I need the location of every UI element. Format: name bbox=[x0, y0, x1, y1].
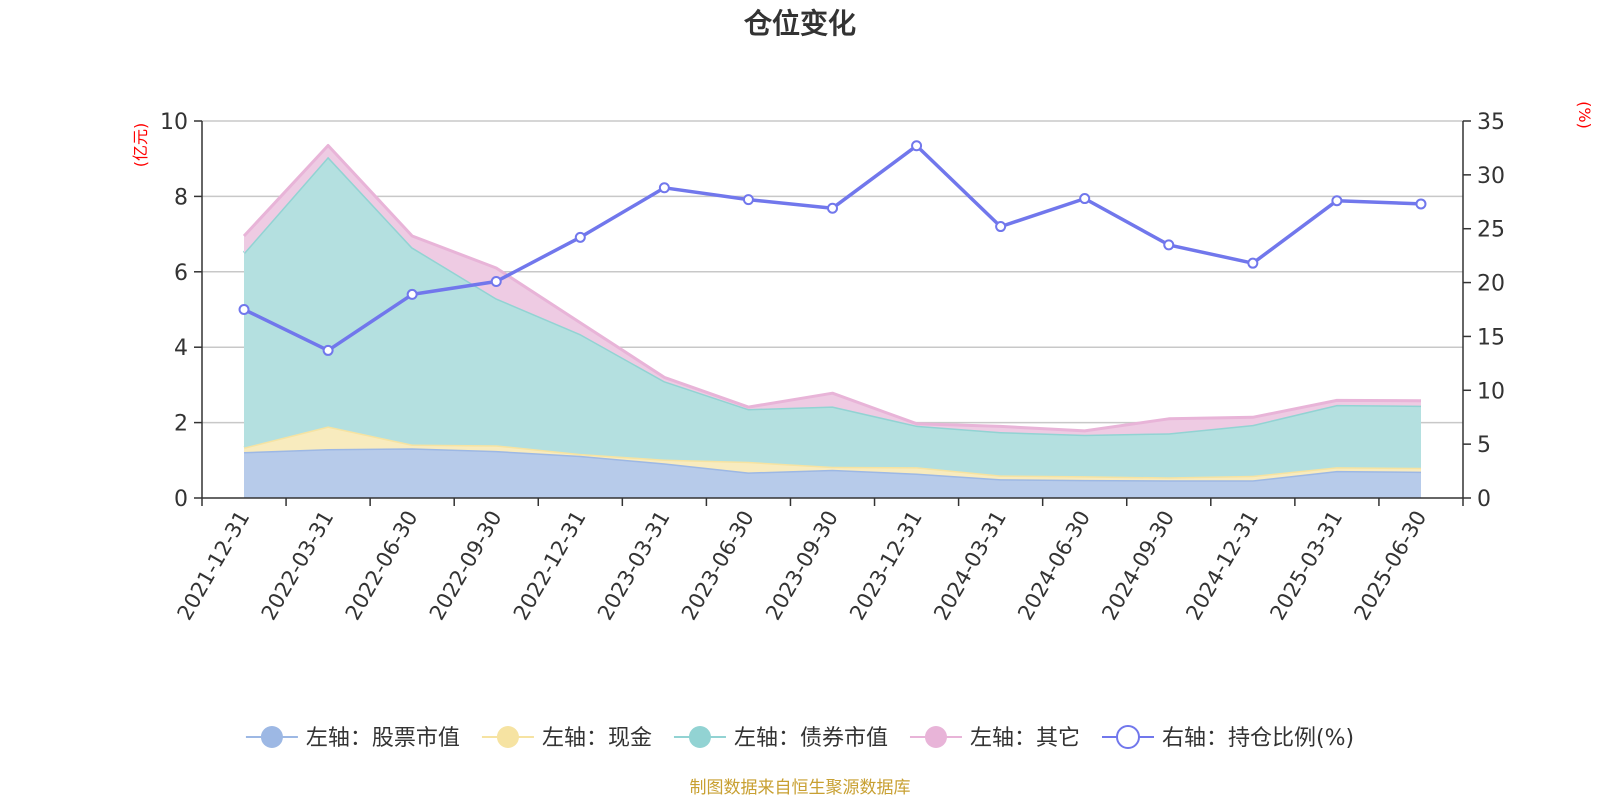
holding-ratio-point bbox=[406, 288, 418, 300]
legend-item: 左轴：其它 bbox=[909, 726, 1080, 751]
holding-ratio-line bbox=[238, 140, 1427, 356]
holding-ratio-point bbox=[238, 304, 250, 315]
x-axis-tick-label: 2023-12-31 bbox=[845, 507, 927, 625]
x-axis-tick-label: 2024-03-31 bbox=[929, 506, 1011, 624]
legend-label: 左轴：现金 bbox=[542, 726, 652, 751]
right-axis-tick-label: 30 bbox=[1477, 164, 1505, 189]
legend: 左轴：股票市值 左轴：现金 左轴：债券市值 左轴：其它 右轴：持仓比例(%) bbox=[245, 725, 1354, 751]
x-axis-tick-label: 2022-09-30 bbox=[425, 507, 507, 625]
holding-ratio-point bbox=[1247, 257, 1259, 269]
legend-item: 左轴：股票市值 bbox=[245, 726, 460, 751]
x-axis-tick-label: 2022-12-31 bbox=[509, 507, 591, 625]
x-axis-tick-label: 2024-09-30 bbox=[1097, 507, 1179, 625]
legend-marker-icon bbox=[688, 726, 711, 748]
area-series-3 bbox=[244, 156, 1421, 478]
area-series-4-edge bbox=[242, 144, 1422, 433]
left-axis-tick-label: 8 bbox=[174, 185, 188, 210]
x-axis-tick-label: 2024-12-31 bbox=[1181, 507, 1263, 625]
left-axis-unit: (亿元) bbox=[131, 123, 150, 168]
x-axis-tick-label: 2023-06-30 bbox=[677, 507, 759, 625]
x-axis-tick-label: 2023-03-31 bbox=[593, 507, 675, 625]
right-axis-unit: (%) bbox=[1575, 101, 1594, 129]
holding-ratio-point bbox=[1415, 198, 1427, 210]
right-axis-tick-label: 25 bbox=[1477, 218, 1505, 243]
right-axis-tick-label: 0 bbox=[1477, 487, 1491, 512]
holding-ratio-point bbox=[1079, 193, 1091, 205]
x-axis-tick-label: 2025-03-31 bbox=[1265, 507, 1347, 625]
right-axis-tick-label: 10 bbox=[1477, 379, 1505, 404]
holding-ratio-point bbox=[574, 231, 586, 243]
x-axis-tick-label: 2025-06-30 bbox=[1349, 507, 1431, 625]
holding-ratio-point bbox=[1163, 239, 1175, 251]
legend-item: 右轴：持仓比例(%) bbox=[1101, 725, 1354, 751]
right-axis-tick-label: 35 bbox=[1477, 110, 1505, 135]
legend-label: 左轴：其它 bbox=[970, 726, 1080, 751]
legend-label: 左轴：股票市值 bbox=[306, 726, 460, 751]
left-axis-tick-label: 0 bbox=[174, 487, 188, 512]
x-axis-tick-label: 2023-09-30 bbox=[761, 507, 843, 625]
left-axis-tick-label: 4 bbox=[174, 336, 188, 361]
holding-ratio-point bbox=[658, 182, 670, 194]
holding-ratio-point bbox=[827, 202, 838, 214]
legend-label: 右轴：持仓比例(%) bbox=[1162, 726, 1354, 751]
area-series-2 bbox=[244, 426, 1421, 481]
holding-ratio-point bbox=[995, 221, 1007, 233]
legend-marker-icon bbox=[260, 726, 283, 748]
legend-marker-icon bbox=[1115, 725, 1140, 749]
holding-ratio-point bbox=[490, 275, 502, 287]
holding-ratio-point bbox=[1331, 195, 1343, 207]
right-axis-tick-label: 5 bbox=[1477, 433, 1491, 458]
holding-ratio-point bbox=[742, 194, 754, 206]
holding-ratio-point bbox=[322, 344, 334, 356]
legend-item: 左轴：现金 bbox=[481, 726, 652, 751]
legend-label: 左轴：债券市值 bbox=[734, 726, 888, 751]
holding-ratio-point bbox=[911, 140, 923, 152]
legend-item: 左轴：债券市值 bbox=[673, 726, 888, 751]
data-source-note: 制图数据来自恒生聚源数据库 bbox=[690, 778, 911, 798]
x-axis-tick-label: 2022-03-31 bbox=[257, 507, 339, 625]
legend-marker-icon bbox=[924, 726, 947, 748]
stacked-areas bbox=[242, 144, 1422, 498]
legend-marker-icon bbox=[496, 726, 519, 748]
right-axis-tick-label: 20 bbox=[1477, 272, 1505, 297]
x-axis-tick-label: 2021-12-31 bbox=[173, 507, 255, 625]
left-axis-tick-label: 2 bbox=[174, 412, 188, 437]
x-axis-tick-label: 2022-06-30 bbox=[341, 506, 423, 624]
x-axis-tick-label: 2024-06-30 bbox=[1013, 507, 1095, 625]
chart-title: 仓位变化 bbox=[744, 7, 856, 40]
left-axis-tick-label: 6 bbox=[174, 261, 188, 286]
area-series-1 bbox=[244, 448, 1421, 498]
left-axis-tick-label: 10 bbox=[160, 110, 188, 135]
right-axis-tick-label: 15 bbox=[1477, 325, 1505, 350]
